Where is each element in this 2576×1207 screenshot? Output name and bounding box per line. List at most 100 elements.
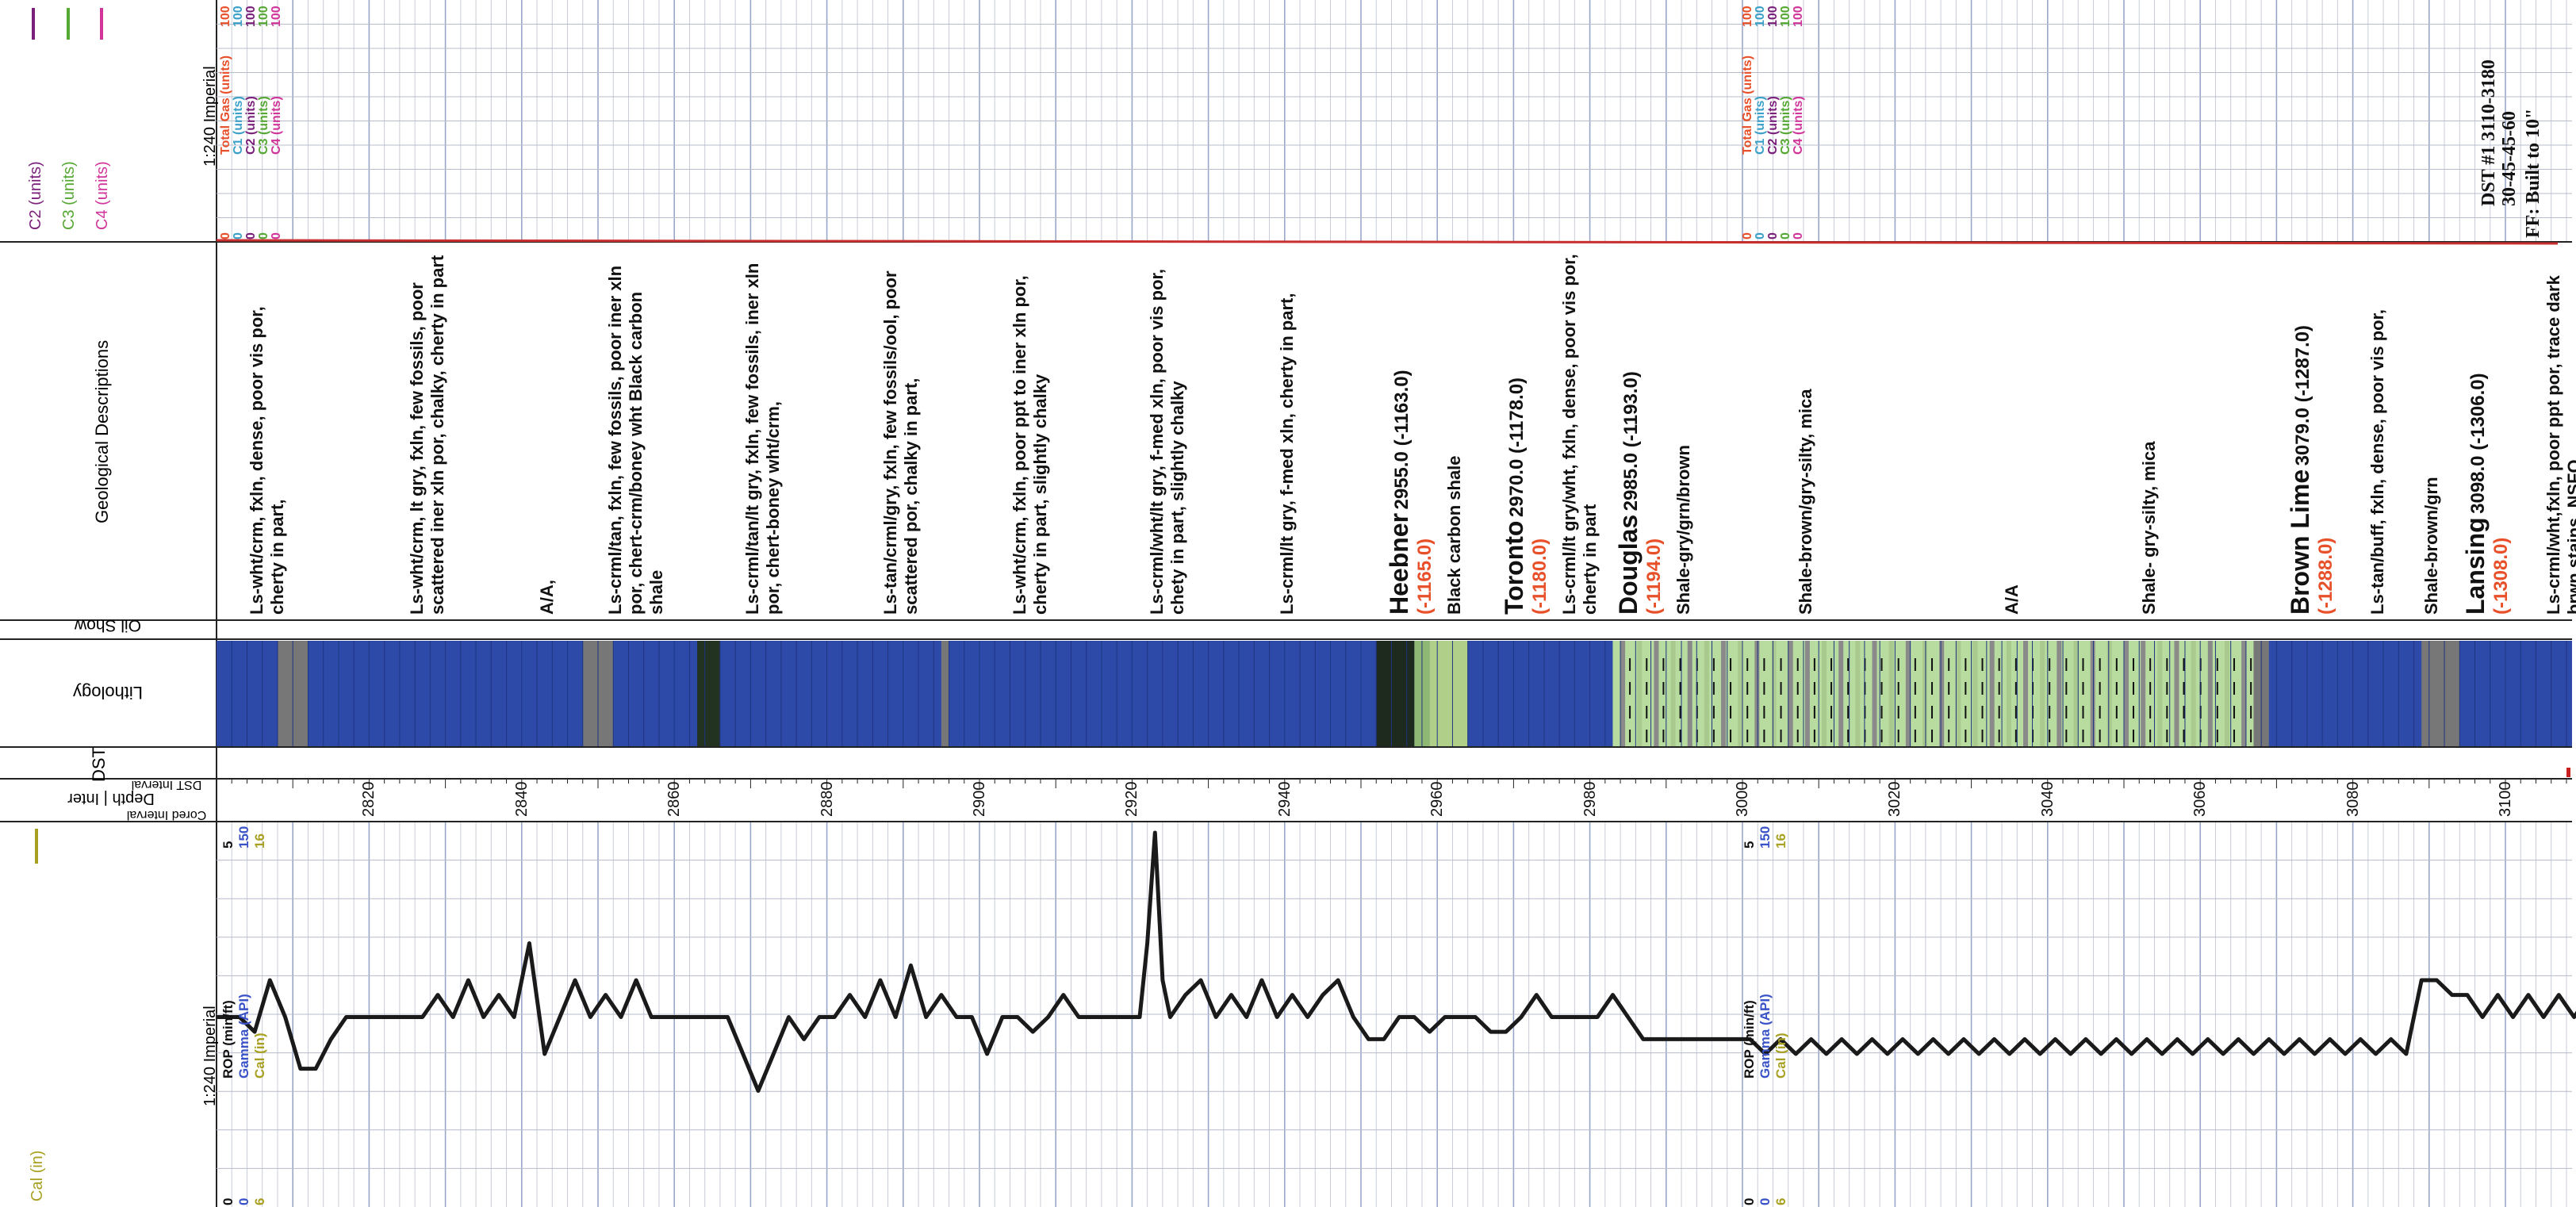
log-curve-min: 6	[1773, 1197, 1788, 1205]
lithology-band	[1376, 641, 1415, 747]
lithology-dash	[2191, 641, 2196, 747]
lithology-dash	[2124, 641, 2129, 747]
lithology-band	[2421, 641, 2460, 747]
depth-label: 2900	[971, 781, 988, 818]
log-curve-min: 0	[220, 1197, 236, 1205]
formation-depth: 2985.0 (-1193.0)	[1620, 371, 1643, 512]
geo-description: Ls-tan/crml/gry, fxln, few fossils/ool, …	[880, 270, 921, 615]
log-curve-name: Cal (in)	[252, 1033, 267, 1079]
lithology-dash	[2040, 641, 2045, 747]
depth-label: 3000	[1734, 781, 1751, 818]
formation-subsea: (-1308.0)	[2490, 537, 2512, 615]
log-curve-min: 6	[252, 1197, 267, 1205]
legend-label-c4: C4 (units)	[94, 161, 111, 230]
gas-curve-max: 100	[270, 6, 283, 27]
legend-label-c3: C3 (units)	[60, 161, 78, 230]
formation-name: Douglas	[1614, 514, 1643, 615]
lithology-dash	[1922, 641, 1928, 747]
gas-baseline	[216, 239, 2559, 245]
legend-swatch-c2	[32, 8, 35, 40]
lithology-dash	[2073, 641, 2079, 747]
geo-description: A/A	[2001, 584, 2022, 615]
depth-label: 3040	[2038, 781, 2057, 818]
gas-scale-label: 1:240 Imperial	[201, 66, 219, 167]
lithology-dash	[1754, 641, 1760, 747]
geo-description: Black carbon shale	[1444, 455, 1465, 615]
lithology-dash	[1855, 641, 1861, 747]
geo-description: Ls-wht/crm, fxln, dense, poor vis por, c…	[247, 306, 288, 615]
label-oil-show: Oil Show	[74, 616, 142, 634]
log-curve-max: 5	[220, 841, 236, 849]
legend-swatch-c4	[100, 8, 103, 40]
log-curve-name: Gamma (API)	[236, 994, 251, 1079]
formation-name: Toronto	[1499, 520, 1528, 615]
formation-top: Heebner 2955.0 (-1163.0) (-1165.0)	[1385, 370, 1436, 615]
track-grids	[217, 0, 2572, 1207]
lithology-dash	[1738, 641, 1743, 747]
lithology-dash	[1637, 641, 1643, 747]
formation-depth: 2955.0 (-1163.0)	[1391, 370, 1413, 510]
lithology-dash	[1721, 641, 1727, 747]
formation-subsea: (-1194.0)	[1643, 538, 1666, 615]
log-scale-label: 1:240 Imperial	[201, 1006, 219, 1106]
log-curve-max: 150	[1758, 826, 1773, 849]
formation-top: Toronto 2970.0 (-1178.0) (-1180.0)	[1500, 377, 1551, 615]
formation-depth: 3098.0 (-1306.0)	[2467, 373, 2489, 514]
lithology-dash	[2106, 641, 2112, 747]
legend-label-c2: C2 (units)	[27, 161, 44, 230]
geo-description: Shale-brown/gry-silty, mica	[1795, 389, 1815, 615]
dst-note-line-3: FF: Built to 10"	[2523, 108, 2543, 238]
log-curve-min: 0	[236, 1197, 251, 1205]
dst-marker	[2566, 768, 2570, 777]
label-dst: DST	[89, 747, 109, 782]
lithology-dash	[1771, 641, 1777, 747]
log-curve-max: 16	[1773, 833, 1788, 849]
label-dst-interval: DST Interval	[131, 778, 202, 791]
geo-description: Ls-crml/tan/lt gry, fxln, few fossils, i…	[742, 262, 784, 615]
legend-label-cal: Cal (in)	[29, 1150, 46, 1201]
gas-curve-min: 0	[1792, 232, 1805, 239]
geo-description: Ls-wht/crm, lt gry, fxln, few fossils, p…	[407, 255, 448, 615]
lithology-dash	[1804, 641, 1810, 747]
lithology-dash	[1905, 641, 1911, 747]
lithology-dash	[1704, 641, 1709, 747]
formation-depth: 3079.0 (-1287.0)	[2291, 324, 2313, 466]
depth-ticks	[231, 779, 2567, 788]
lithology-dash	[1670, 641, 1676, 747]
geo-description: Ls-wht/crm, fxln, poor ppt to iner xln p…	[1010, 275, 1051, 615]
lithology-dash	[1872, 641, 1877, 747]
lithology-dash	[2057, 641, 2062, 747]
formation-top: Lansing 3098.0 (-1306.0) (-1308.0)	[2461, 373, 2513, 615]
lithology-dash	[1788, 641, 1793, 747]
legend-cal-swatch	[35, 829, 38, 864]
lithology-dash	[1654, 641, 1659, 747]
formation-name: Lansing	[2460, 517, 2490, 615]
gas-curve-min: 0	[270, 232, 283, 239]
gas-curve-max: 100	[1792, 6, 1805, 27]
lithology-dash	[1956, 641, 1961, 747]
log-curve-max: 16	[252, 833, 267, 849]
log-curve-name: Cal (in)	[1773, 1033, 1788, 1079]
lithology-track	[217, 641, 2572, 777]
formation-top: Brown Lime 3079.0 (-1287.0) (-1288.0)	[2286, 325, 2337, 615]
depth-label: 2960	[1428, 781, 1447, 818]
label-depth-inter: Depth | Inter	[67, 790, 155, 807]
lithology-band	[941, 641, 949, 747]
formation-subsea: (-1288.0)	[2314, 537, 2336, 615]
formation-depth: 2970.0 (-1178.0)	[1505, 377, 1528, 518]
geo-description: Shale- gry-silty, mica	[2138, 441, 2159, 615]
lithology-dash	[1939, 641, 1945, 747]
depth-label: 3020	[1886, 781, 1904, 818]
label-lithology: Lithology	[72, 683, 144, 703]
lithology-dash	[1888, 641, 1894, 747]
formation-name: Brown Lime	[2285, 469, 2314, 615]
depth-label: 2820	[360, 781, 378, 818]
lithology-dash	[1838, 641, 1844, 747]
geo-description: Ls-crml/tan, fxln, few fossils, poor ine…	[605, 265, 667, 615]
lithology-dash	[2141, 641, 2146, 747]
depth-label: 3080	[2344, 781, 2362, 818]
formation-top: Douglas 2985.0 (-1193.0) (-1194.0)	[1614, 371, 1666, 615]
dst-note-line-1: DST #1 3110-3180	[2478, 59, 2499, 206]
depth-label: 2880	[818, 781, 836, 818]
